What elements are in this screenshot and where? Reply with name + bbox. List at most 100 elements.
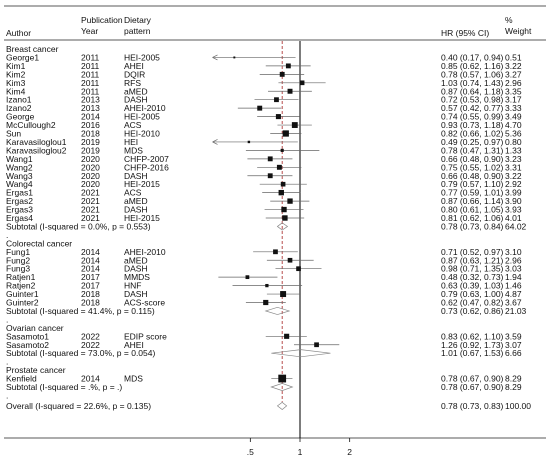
study-pattern: ACS <box>124 120 142 130</box>
study-square <box>296 266 301 272</box>
study-pattern: AHEI-2010 <box>124 247 166 257</box>
study-square <box>279 71 285 77</box>
study-weight: 3.10 <box>505 247 522 257</box>
header-hr: HR (95% CI) <box>441 28 489 38</box>
study-hr-ci: 0.71 (0.52, 0.97) <box>441 247 504 257</box>
study-pattern: HEI-2005 <box>124 52 160 62</box>
study-pattern: DASH <box>124 289 148 299</box>
group-label: Colorectal cancer <box>6 238 72 248</box>
subtotal-weight: 8.29 <box>505 382 522 392</box>
x-tick-label: 1 <box>298 447 303 457</box>
study-weight: 3.90 <box>505 196 522 206</box>
study-pattern: AHEI-2010 <box>124 103 166 113</box>
ci-arrow <box>212 54 218 61</box>
study-square <box>263 299 269 306</box>
study-square <box>287 88 293 94</box>
study-weight: 3.27 <box>505 69 522 79</box>
study-year: 2019 <box>81 145 100 155</box>
study-year: 2022 <box>81 331 100 341</box>
study-pattern: aMED <box>124 86 148 96</box>
study-square <box>257 105 263 111</box>
study-square <box>281 206 287 213</box>
study-author: Izano1 <box>6 95 32 105</box>
study-pattern: HEI-2010 <box>124 129 160 139</box>
study-pattern: DQIR <box>124 69 145 79</box>
study-author: Sasamoto2 <box>6 340 49 350</box>
study-hr-ci: 0.83 (0.62, 1.10) <box>441 331 504 341</box>
study-author: George1 <box>6 52 39 62</box>
study-weight: 2.96 <box>505 255 522 265</box>
subtotal-label: Subtotal (I-squared = 73.0%, p = 0.054) <box>6 348 155 358</box>
study-hr-ci: 0.98 (0.71, 1.35) <box>441 264 504 274</box>
study-author: Ergas1 <box>6 188 33 198</box>
study-pattern: AHEI <box>124 340 144 350</box>
ci-arrow <box>212 139 218 145</box>
study-year: 2016 <box>81 120 100 130</box>
study-author: Kenfield <box>6 374 37 384</box>
study-pattern: HEI-2005 <box>124 112 160 122</box>
study-weight: 3.59 <box>505 331 522 341</box>
x-axis: .5 1 2 <box>247 438 352 457</box>
study-year: 2011 <box>81 52 100 62</box>
study-author: Ergas2 <box>6 196 33 206</box>
study-year: 2020 <box>81 154 100 164</box>
study-year: 2020 <box>81 162 100 172</box>
study-author: George <box>6 112 35 122</box>
study-square <box>284 333 290 339</box>
study-hr-ci: 0.93 (0.73, 1.18) <box>441 120 504 130</box>
table-header: Author Publication Year Dietary pattern … <box>6 15 532 38</box>
subtotal-diamond <box>264 306 291 315</box>
study-author: Guinter2 <box>6 298 39 308</box>
overall-weight: 100.00 <box>505 401 531 411</box>
study-square <box>278 374 287 383</box>
reference-lines <box>281 41 301 438</box>
study-square <box>287 198 293 204</box>
study-weight: 3.99 <box>505 188 522 198</box>
study-hr-ci: 0.79 (0.63, 1.00) <box>441 289 504 299</box>
study-year: 2021 <box>81 205 100 215</box>
study-author: Sun <box>6 129 21 139</box>
study-pattern: HEI <box>124 137 138 147</box>
study-author: Ergas4 <box>6 213 33 223</box>
study-author: Ergas3 <box>6 205 33 215</box>
study-pattern: DASH <box>124 95 148 105</box>
study-year: 2018 <box>81 298 100 308</box>
study-weight: 3.22 <box>505 171 522 181</box>
study-square <box>282 130 289 137</box>
group-separator: . <box>6 230 8 240</box>
study-hr-ci: 0.87 (0.63, 1.21) <box>441 255 504 265</box>
study-year: 2014 <box>81 374 100 384</box>
study-square <box>245 275 250 280</box>
study-weight: 4.87 <box>505 289 522 299</box>
study-hr-ci: 0.82 (0.66, 1.02) <box>441 129 504 139</box>
subtotal-diamond <box>271 349 331 358</box>
study-hr-ci: 0.78 (0.67, 0.90) <box>441 374 504 384</box>
study-hr-ci: 0.81 (0.62, 1.06) <box>441 213 504 223</box>
overall-label: Overall (I-squared = 22.6%, p = 0.135) <box>6 401 151 411</box>
study-weight: 4.70 <box>505 120 522 130</box>
study-weight: 3.23 <box>505 154 522 164</box>
study-author: Ratjen1 <box>6 272 36 282</box>
study-square <box>275 114 281 120</box>
subtotal-label: Subtotal (I-squared = .%, p = .) <box>6 382 122 392</box>
study-pattern: aMED <box>124 255 148 265</box>
study-weight: 3.49 <box>505 112 522 122</box>
study-year: 2011 <box>81 86 100 96</box>
study-square <box>280 291 287 298</box>
study-hr-ci: 0.48 (0.32, 0.73) <box>441 272 504 282</box>
study-author: Guinter1 <box>6 289 39 299</box>
study-square <box>265 283 269 288</box>
study-hr-ci: 0.74 (0.55, 0.99) <box>441 112 504 122</box>
study-author: Fung1 <box>6 247 30 257</box>
subtotal-hr-ci: 1.01 (0.67, 1.53) <box>441 348 504 358</box>
subtotal-weight: 64.02 <box>505 221 527 231</box>
study-pattern: EDIP score <box>124 331 167 341</box>
study-year: 2021 <box>81 213 100 223</box>
study-square <box>233 56 236 59</box>
study-hr-ci: 0.87 (0.64, 1.18) <box>441 86 504 96</box>
study-author: Fung2 <box>6 255 30 265</box>
study-square <box>285 63 291 69</box>
subtotal-label: Subtotal (I-squared = 41.4%, p = 0.115) <box>6 306 155 316</box>
study-hr-ci: 0.78 (0.57, 1.06) <box>441 69 504 79</box>
